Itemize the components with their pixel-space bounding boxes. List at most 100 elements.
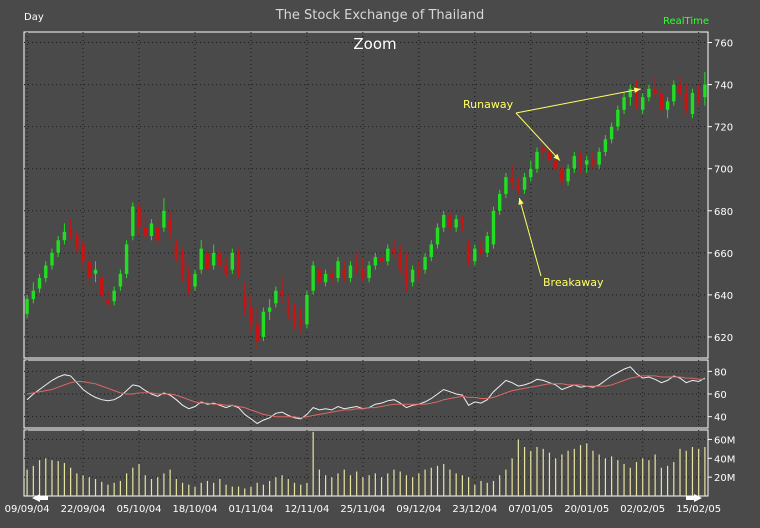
candle-body <box>280 290 284 295</box>
candle-body <box>703 84 707 98</box>
runaway-arrow-2-head <box>633 87 641 93</box>
candle-body <box>361 269 365 279</box>
candle-body <box>298 320 303 325</box>
candle-body <box>68 229 73 237</box>
candle-body <box>410 269 415 283</box>
candle-body <box>696 92 701 98</box>
candle-body <box>417 269 421 274</box>
candle-body <box>678 84 682 93</box>
price-tick-label: 700 <box>714 165 733 176</box>
x-tick-label: 09/12/04 <box>396 504 441 515</box>
scroll-right-arrow[interactable] <box>686 494 702 502</box>
candle-body <box>323 273 328 283</box>
candle-body <box>497 193 502 211</box>
candle-body <box>553 160 558 169</box>
candle-body <box>572 156 577 169</box>
candle-body <box>330 273 334 279</box>
candle-body <box>336 261 340 279</box>
candle-body <box>174 244 179 258</box>
candle-body <box>566 168 570 182</box>
candle-body <box>354 265 359 270</box>
candle-body <box>230 252 235 270</box>
price-tick-label: 680 <box>714 207 733 218</box>
candle-body <box>442 214 446 228</box>
candle-body <box>647 88 651 98</box>
candle-body <box>398 252 402 270</box>
indicator-layer <box>26 366 706 425</box>
zoom-label[interactable]: Zoom <box>353 35 396 53</box>
price-tick-label: 740 <box>714 81 733 92</box>
candle-body <box>44 265 48 279</box>
candle-body <box>609 126 614 140</box>
candle-body <box>149 223 154 237</box>
volume-tick-label: 60M <box>714 435 735 446</box>
price-tick-label: 640 <box>714 291 733 302</box>
candle-body <box>665 101 670 110</box>
candle-body <box>578 156 583 165</box>
candle-body <box>585 160 589 165</box>
candle-body <box>367 265 371 279</box>
indicator-tick-label: 60 <box>714 390 727 401</box>
x-tick-label: 09/09/04 <box>5 504 50 515</box>
price-tick-label: 720 <box>714 123 733 134</box>
indicator-tick-label: 40 <box>714 413 727 424</box>
x-tick-label: 01/11/04 <box>229 504 274 515</box>
candle-body <box>25 299 29 314</box>
x-tick-label: 07/01/05 <box>508 504 553 515</box>
candle-body <box>218 252 222 266</box>
candle-body <box>205 252 210 270</box>
candle-body <box>75 236 79 249</box>
x-tick-label: 20/01/05 <box>564 504 609 515</box>
candle-body <box>305 294 309 325</box>
annotation-breakaway: Breakaway <box>543 276 604 289</box>
candle-body <box>672 84 676 102</box>
candle-body <box>168 219 172 232</box>
candle-body <box>690 92 695 115</box>
candle-body <box>155 227 160 241</box>
indicator-tick-label: 80 <box>714 367 727 378</box>
price-tick-label: 660 <box>714 249 733 260</box>
candle-body <box>473 248 477 262</box>
candle-body <box>386 248 390 262</box>
candle-body <box>124 244 129 274</box>
candle-body <box>274 290 278 304</box>
candle-body <box>87 261 92 279</box>
period-label: Day <box>24 12 44 23</box>
candle-body <box>510 177 514 182</box>
candle-body <box>137 206 141 228</box>
candle-body <box>466 244 471 262</box>
candle-body <box>62 231 67 241</box>
candle-body <box>249 307 253 325</box>
candle-body <box>423 257 427 270</box>
candle-body <box>659 92 664 110</box>
candle-body <box>100 278 104 295</box>
chart-title: The Stock Exchange of Thailand <box>275 8 485 23</box>
candle-body <box>255 324 259 342</box>
candle-body <box>404 269 409 283</box>
candle-body <box>454 219 458 228</box>
candle-body <box>429 244 434 258</box>
candle-body <box>317 269 322 283</box>
annotation-runaway: Runaway <box>463 98 514 111</box>
scroll-left-arrow[interactable] <box>32 494 48 502</box>
candle-body <box>236 252 241 274</box>
volume-tick-label: 20M <box>714 473 735 484</box>
candle-body <box>379 257 384 262</box>
volume-tick-label: 40M <box>714 454 735 465</box>
candle-body <box>653 88 657 93</box>
candle-body <box>541 147 545 152</box>
candle-body <box>634 88 639 106</box>
candle-body <box>547 151 552 161</box>
candle-body <box>684 92 688 110</box>
annotation-layer: Runaway Breakaway <box>463 87 641 289</box>
candle-body <box>640 97 645 110</box>
candle-body <box>628 88 632 98</box>
realtime-label[interactable]: RealTime <box>663 16 709 27</box>
axis-layer: 09/09/04 22/09/04 05/10/04 18/10/04 01/11/04… <box>5 39 736 515</box>
candle-body <box>112 290 116 302</box>
candle-body <box>622 97 626 110</box>
candle-body <box>56 240 60 253</box>
candle-body <box>31 290 36 300</box>
candle-body <box>597 151 601 165</box>
